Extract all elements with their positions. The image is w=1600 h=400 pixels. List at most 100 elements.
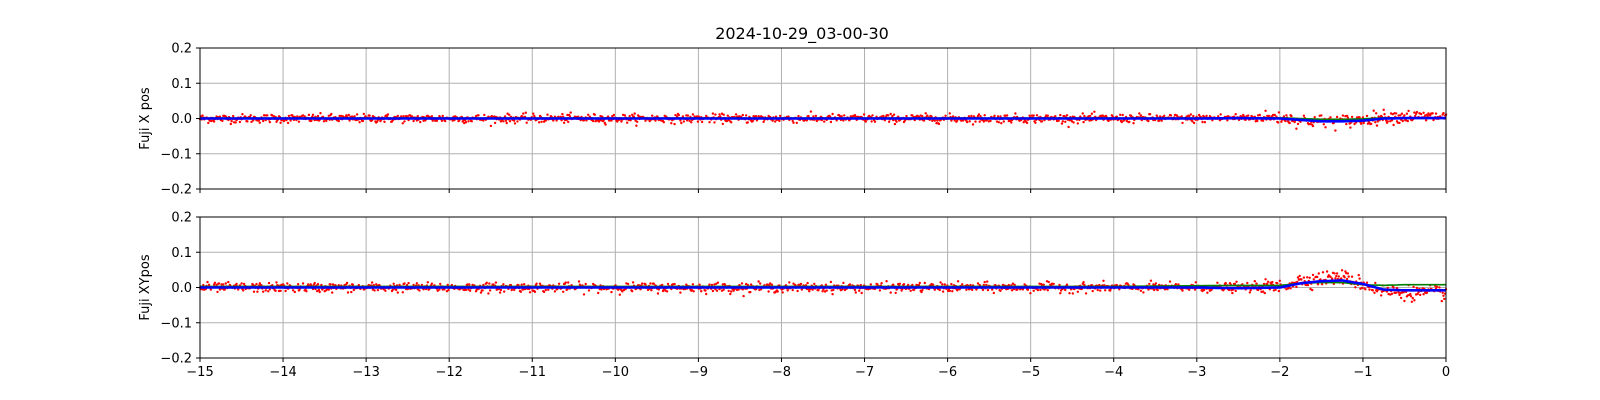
raw-point [1025,121,1029,125]
raw-point [978,120,981,123]
raw-point [718,113,721,116]
raw-point [654,119,657,122]
raw-point [895,120,898,123]
raw-point [1083,283,1086,287]
raw-point [1029,292,1032,295]
raw-point [235,282,238,286]
raw-point [1442,294,1445,297]
raw-point [201,114,204,117]
raw-point [620,120,623,123]
raw-point [1290,114,1293,118]
raw-point [1441,291,1444,294]
raw-point [1181,289,1184,292]
raw-point [956,280,960,283]
raw-point [358,121,361,124]
raw-point [891,114,894,118]
raw-point [1168,280,1172,283]
raw-point [362,112,365,116]
raw-point [1028,114,1031,117]
raw-point [303,115,306,118]
raw-point [426,281,429,284]
raw-point [395,288,398,292]
raw-point [715,282,718,285]
raw-point [1142,291,1145,294]
raw-point [991,288,994,291]
raw-point [1403,299,1406,303]
raw-point [778,119,781,123]
raw-point [217,282,221,285]
raw-point [746,121,749,124]
raw-point [1203,121,1207,124]
raw-point [1014,112,1017,115]
raw-point [737,288,740,291]
raw-point [943,283,946,286]
raw-point [1302,276,1306,279]
raw-point [1202,288,1206,292]
raw-point [1399,296,1403,300]
raw-point [936,119,939,122]
raw-point [691,283,695,286]
x-tick-label: −5 [1021,365,1040,380]
raw-point [1047,280,1050,284]
raw-point [1129,114,1133,117]
raw-point [1104,289,1107,292]
raw-point [513,119,516,122]
raw-point [1256,119,1259,123]
raw-point [981,288,985,292]
raw-point [924,112,927,115]
raw-point [287,114,291,118]
raw-point [562,290,565,293]
raw-point [799,282,803,286]
raw-point [546,113,549,116]
raw-point [1322,123,1326,126]
raw-point [483,113,486,117]
raw-point [1040,120,1044,123]
raw-point [1234,289,1237,293]
raw-point [1316,283,1320,286]
raw-point [1072,121,1075,124]
raw-point [917,283,921,287]
raw-point [1295,127,1298,130]
raw-point [880,282,883,285]
raw-point [937,122,941,126]
raw-point [688,119,691,123]
raw-point [477,114,480,117]
raw-point [1227,288,1231,292]
raw-point [222,283,225,286]
raw-point [532,112,535,115]
raw-point [520,283,523,286]
raw-point [1057,119,1060,122]
raw-point [813,282,816,286]
raw-point [1067,125,1070,129]
raw-point [911,114,914,117]
raw-point [977,113,981,116]
raw-point [1248,291,1252,294]
raw-point [1068,292,1071,295]
chart-title: 2024-10-29_03-00-30 [715,24,889,44]
raw-point [1311,273,1315,277]
raw-point [939,281,942,284]
raw-point [1032,289,1035,292]
raw-point [618,293,621,296]
x-tick-label: −2 [1270,365,1289,380]
raw-point [860,291,863,295]
raw-point [968,120,971,123]
raw-point [1311,124,1315,128]
raw-point [1383,113,1386,116]
raw-point [1276,121,1280,124]
raw-point [983,114,986,117]
raw-point [680,121,683,125]
raw-point [1255,282,1258,285]
raw-point [1343,276,1346,279]
raw-point [666,282,670,286]
raw-point [714,113,717,116]
raw-point [1082,281,1085,284]
raw-point [682,120,685,123]
raw-point [436,289,439,292]
y-ticks-x-pos: −0.2 −0.1 0.0 0.1 0.2 [160,42,200,198]
raw-point [317,288,321,292]
raw-point [1139,289,1143,292]
y-tick-label: −0.2 [160,183,192,198]
raw-point [894,291,897,295]
